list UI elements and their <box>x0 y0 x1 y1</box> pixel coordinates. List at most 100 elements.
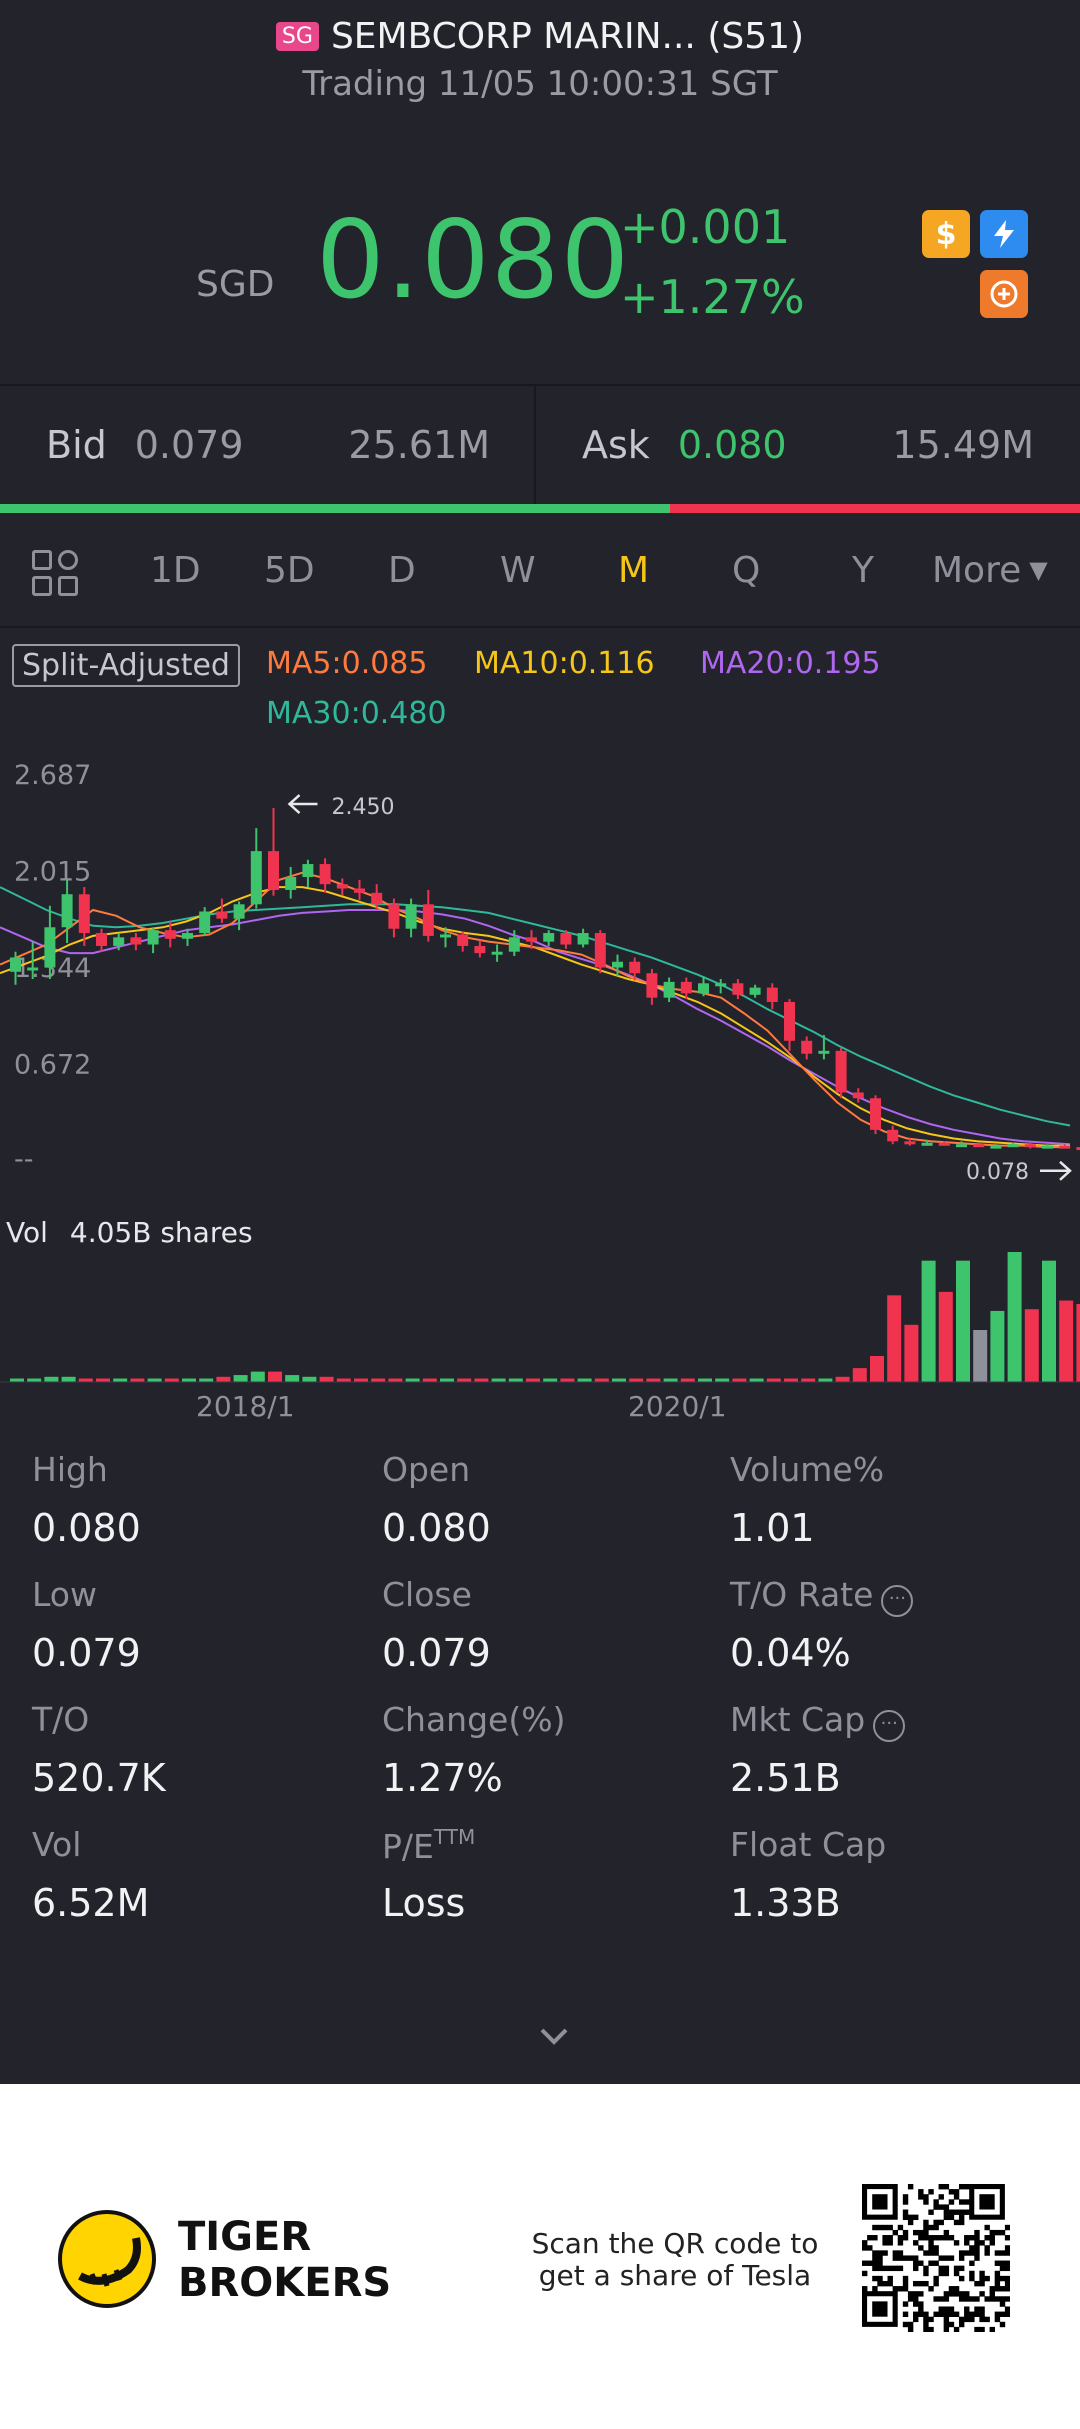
candle-body <box>698 983 709 994</box>
volume-bar <box>508 1378 523 1382</box>
candle-body <box>680 981 692 994</box>
candle-body <box>199 911 211 934</box>
candle-body <box>973 1144 985 1148</box>
volume-bar <box>1024 1309 1039 1382</box>
candle-body <box>646 973 658 998</box>
volume-bar <box>285 1375 300 1382</box>
split-adjusted-button[interactable]: Split-Adjusted <box>12 644 240 687</box>
stat-value: 0.04% <box>730 1631 851 1675</box>
candle-body <box>440 934 451 938</box>
stat-value: 0.080 <box>32 1506 141 1550</box>
stat-pe-ttm: P/ETTM Loss <box>382 1825 722 1925</box>
stat-value: 520.7K <box>32 1756 166 1800</box>
candle-body <box>182 933 193 939</box>
volume-bar <box>921 1260 936 1382</box>
candle-body <box>268 851 279 890</box>
ma10-line <box>0 886 1070 1147</box>
candle-body <box>405 904 417 929</box>
rocket-icon[interactable] <box>980 270 1028 318</box>
volume-bar <box>784 1378 798 1382</box>
volume-bar <box>302 1376 317 1382</box>
candle-body <box>491 951 503 955</box>
price-change: +0.001 <box>620 200 791 254</box>
ma30-value: MA30:0.480 <box>266 696 447 731</box>
y-tick-label: -- <box>14 1144 34 1175</box>
tab-w[interactable]: W <box>500 550 536 591</box>
candle-body <box>250 851 262 905</box>
exchange-badge: SG <box>275 22 319 51</box>
candle-body <box>629 961 641 974</box>
info-icon[interactable]: ··· <box>873 1710 906 1742</box>
high-price-marker: 2.450 <box>332 795 395 820</box>
tab-more[interactable]: More ▼ <box>932 550 1048 591</box>
ask-section: Ask 0.080 15.49M <box>536 386 1080 504</box>
expand-chevron-icon[interactable] <box>536 2018 572 2054</box>
volume-bar <box>388 1378 403 1382</box>
candle-body <box>612 961 623 968</box>
volume-bar <box>371 1378 386 1382</box>
candle-body <box>27 967 39 971</box>
candle-body <box>835 1050 847 1093</box>
stat-label: Vol <box>32 1825 82 1864</box>
bid-ask-panel[interactable]: Bid 0.079 25.61M Ask 0.080 15.49M <box>0 386 1080 504</box>
candle-body <box>749 987 761 995</box>
volume-bar <box>182 1378 196 1382</box>
tab-d[interactable]: D <box>388 550 416 591</box>
tab-q[interactable]: Q <box>732 550 761 591</box>
tiger-brokers-logo <box>58 2210 156 2308</box>
flash-icon[interactable] <box>980 210 1028 258</box>
volume-bar <box>887 1295 902 1382</box>
candle-body <box>285 877 297 890</box>
ma20-value: MA20:0.195 <box>700 646 881 681</box>
x-axis-label: 2020/1 <box>628 1390 727 1423</box>
candle-body <box>1024 1144 1036 1148</box>
candle-body <box>147 930 159 945</box>
stat-value: 0.079 <box>382 1631 491 1675</box>
stat-label: Open <box>382 1450 471 1489</box>
candle-body <box>938 1142 950 1146</box>
volume-bar <box>164 1378 179 1382</box>
candle-body <box>801 1040 813 1054</box>
info-icon[interactable]: ··· <box>881 1585 914 1617</box>
candle-body <box>784 1001 795 1041</box>
dollar-icon[interactable]: $ <box>922 210 970 258</box>
chart-layout-icon[interactable] <box>32 550 80 598</box>
tab-y[interactable]: Y <box>852 550 874 591</box>
ma5-value: MA5:0.085 <box>266 646 428 681</box>
volume-bar <box>78 1378 93 1382</box>
qr-caption: Scan the QR code to get a share of Tesla <box>520 2228 830 2292</box>
caret-down-icon: ▼ <box>1029 556 1048 584</box>
tab-m[interactable]: M <box>618 550 650 591</box>
divider <box>0 626 1080 628</box>
tab-1d[interactable]: 1D <box>150 550 201 591</box>
stat-label: Close <box>382 1575 472 1614</box>
stock-title-row[interactable]: SG SEMBCORP MARIN... (S51) <box>0 16 1080 57</box>
stat-low: Low 0.079 <box>32 1575 372 1675</box>
volume-bar <box>1007 1252 1022 1382</box>
candle-body <box>956 1144 967 1148</box>
candle-body <box>371 892 383 905</box>
stat-label-superscript: TTM <box>433 1825 476 1849</box>
candle-body <box>302 864 314 878</box>
volume-bar <box>1076 1304 1080 1382</box>
bid-price: 0.079 <box>134 423 244 467</box>
stat-label: Change(%) <box>382 1700 566 1739</box>
volume-bar <box>199 1378 214 1382</box>
volume-bar <box>852 1368 867 1382</box>
bid-label: Bid <box>46 423 107 467</box>
currency-label: SGD <box>196 264 275 305</box>
candle-body <box>164 930 176 939</box>
candle-body <box>1076 1147 1080 1151</box>
stat-volume: Vol 6.52M <box>32 1825 372 1925</box>
candle-body <box>130 937 142 945</box>
qr-caption-line-1: Scan the QR code to <box>531 2227 819 2260</box>
volume-bar <box>990 1310 1005 1382</box>
candle-body <box>852 1092 864 1099</box>
tab-5d[interactable]: 5D <box>264 550 315 591</box>
candle-body <box>336 884 348 889</box>
bid-size: 25.61M <box>348 423 490 467</box>
volume-bar <box>663 1378 678 1382</box>
volume-bar <box>629 1378 644 1382</box>
volume-bar <box>904 1324 919 1382</box>
